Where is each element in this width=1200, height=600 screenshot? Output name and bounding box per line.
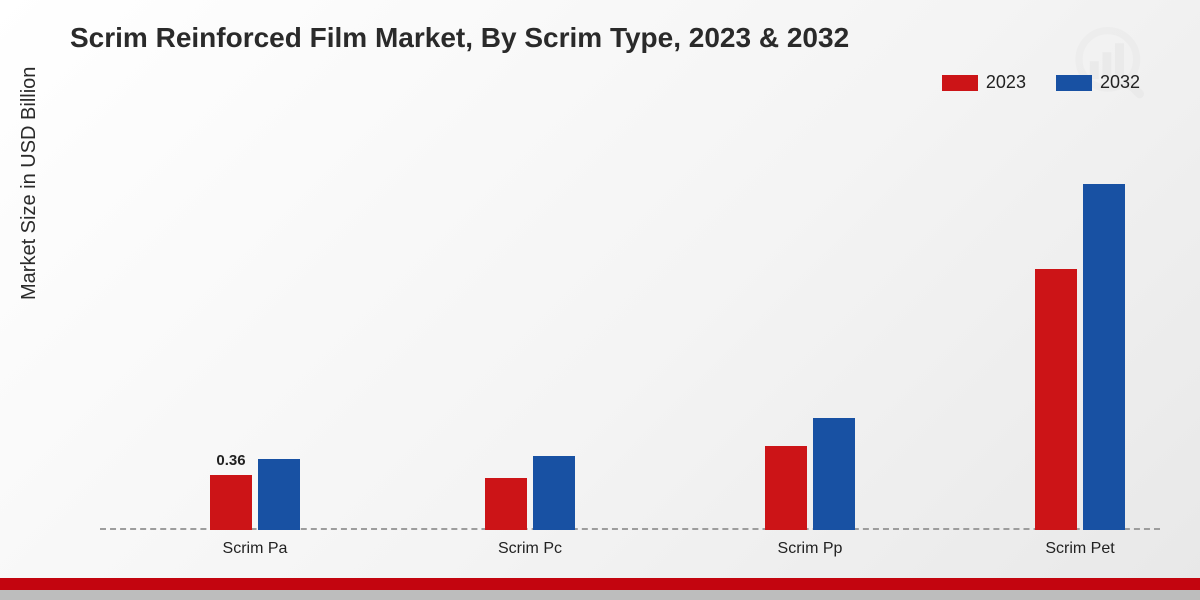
plot-area: 0.36 — [100, 100, 1160, 530]
x-axis-category-label: Scrim Pc — [498, 540, 562, 558]
legend-label-2023: 2023 — [986, 72, 1026, 93]
legend: 2023 2032 — [942, 72, 1140, 93]
bar — [533, 456, 575, 530]
footer-base-bar — [0, 590, 1200, 600]
bar-group — [765, 418, 855, 530]
x-axis-category-label: Scrim Pa — [223, 540, 288, 558]
bar — [813, 418, 855, 530]
bar — [1035, 269, 1077, 530]
legend-label-2032: 2032 — [1100, 72, 1140, 93]
bar — [485, 478, 527, 530]
x-axis-category-label: Scrim Pet — [1045, 540, 1114, 558]
legend-swatch-2032 — [1056, 75, 1092, 91]
bar — [258, 459, 300, 530]
x-axis-category-label: Scrim Pp — [778, 540, 843, 558]
bar — [210, 475, 252, 530]
legend-item-2023: 2023 — [942, 72, 1026, 93]
legend-swatch-2023 — [942, 75, 978, 91]
bar — [1083, 184, 1125, 530]
bar — [765, 446, 807, 530]
chart-canvas: Scrim Reinforced Film Market, By Scrim T… — [0, 0, 1200, 600]
legend-item-2032: 2032 — [1056, 72, 1140, 93]
bar-group — [485, 456, 575, 530]
footer-accent-bar — [0, 578, 1200, 590]
bar-group — [1035, 184, 1125, 530]
y-axis-label: Market Size in USD Billion — [18, 67, 41, 300]
bar-value-label: 0.36 — [216, 452, 245, 469]
watermark-icon — [1070, 18, 1160, 108]
chart-title: Scrim Reinforced Film Market, By Scrim T… — [70, 22, 849, 54]
bar-group — [210, 459, 300, 530]
